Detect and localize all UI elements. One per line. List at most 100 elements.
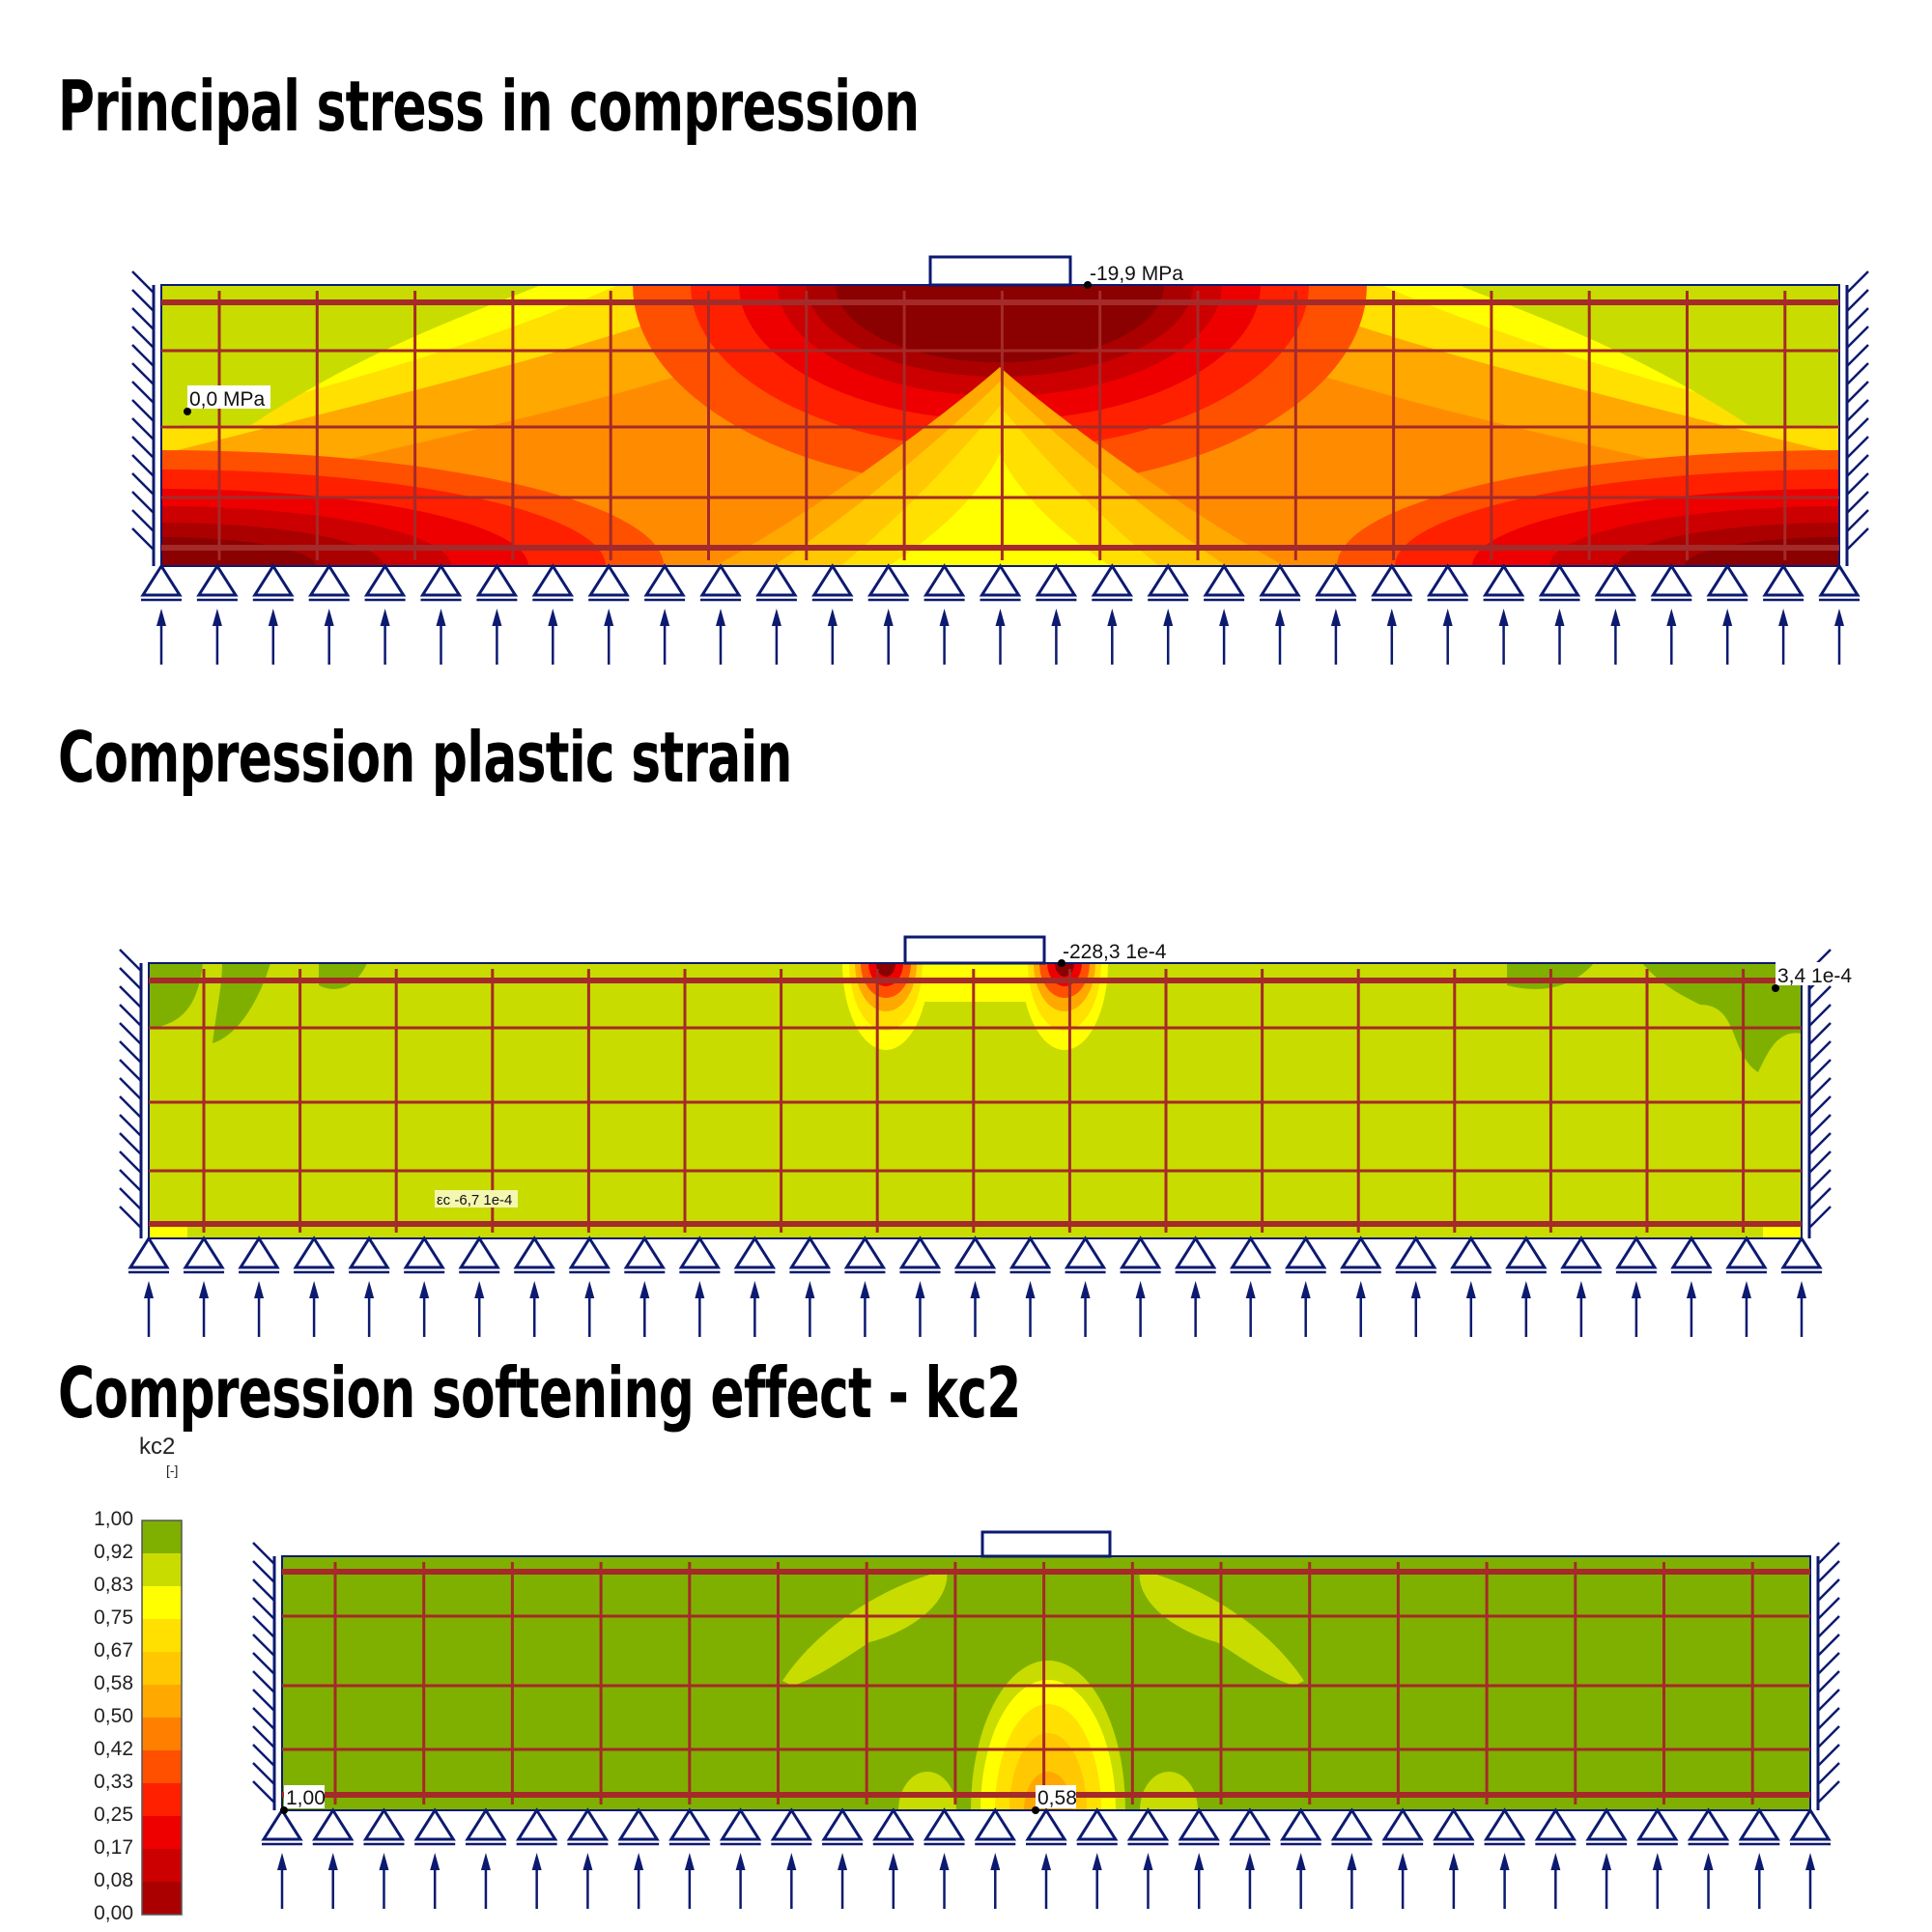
- support-triangle-icon: [1009, 1236, 1052, 1269]
- wall-hatch: [1817, 1780, 1840, 1804]
- wall-hatch: [1817, 1597, 1840, 1620]
- reaction-arrow-icon: [1355, 1281, 1366, 1298]
- wall-hatch: [131, 491, 155, 514]
- support-triangle-icon: [643, 563, 686, 597]
- legend-swatch: [142, 1685, 182, 1719]
- wall-hatch: [252, 1689, 275, 1712]
- min-strain-label: 3,4 1e-4: [1777, 965, 1852, 987]
- reaction-arrow-icon: [327, 1853, 338, 1870]
- wall-hatch: [252, 1744, 275, 1767]
- support-triangle-icon: [923, 1807, 966, 1841]
- legend-swatch: [142, 1520, 182, 1554]
- wall-hatch: [119, 1206, 142, 1229]
- legend-tick-label: 0,08: [94, 1869, 133, 1891]
- reaction-arrow-icon: [548, 609, 558, 626]
- support-triangle-icon: [1706, 563, 1748, 597]
- wall-hatch: [1817, 1689, 1840, 1712]
- wall-hatch: [1808, 1095, 1832, 1119]
- support-triangle-icon: [1076, 1807, 1119, 1841]
- reaction-arrow-icon: [309, 1281, 320, 1298]
- legend-tick-label: 0,75: [94, 1606, 133, 1629]
- support-triangle-icon: [1738, 1807, 1780, 1841]
- reaction-arrow-icon: [888, 1853, 898, 1870]
- support-triangle-icon: [1762, 563, 1804, 597]
- wall-hatch: [1846, 307, 1869, 330]
- reaction-arrow-icon: [584, 1281, 595, 1298]
- support-triangle-icon: [668, 1807, 711, 1841]
- reaction-arrow-icon: [156, 609, 166, 626]
- legend-tick-label: 0,25: [94, 1804, 133, 1826]
- wall-hatch: [1808, 1132, 1832, 1155]
- wall-hatch: [1817, 1707, 1840, 1730]
- support-triangle-icon: [843, 1236, 887, 1269]
- support-triangle-icon: [1330, 1807, 1374, 1841]
- wall-hatch: [119, 949, 142, 972]
- support-triangle-icon: [1371, 563, 1413, 597]
- reaction-arrow-icon: [990, 1853, 1001, 1870]
- wall-hatch: [131, 399, 155, 422]
- wall-hatch: [1846, 527, 1869, 551]
- max-kc2-label: 1,00: [286, 1787, 326, 1809]
- wall-hatch: [252, 1597, 275, 1620]
- wall-hatch: [252, 1707, 275, 1730]
- support-triangle-icon: [531, 563, 575, 597]
- wall-hatch: [252, 1670, 275, 1693]
- wall-hatch: [131, 509, 155, 532]
- wall-hatch: [131, 326, 155, 349]
- support-triangle-icon: [1119, 1236, 1162, 1269]
- min-point-marker: [1772, 984, 1779, 992]
- support-triangle-icon: [1483, 1807, 1526, 1841]
- wall-hatch: [1846, 270, 1869, 294]
- reaction-arrow-icon: [254, 1281, 265, 1298]
- wall-hatch: [1846, 381, 1869, 404]
- support-triangle-icon: [1091, 563, 1134, 597]
- max-stress-label: -19,9 MPa: [1090, 263, 1183, 285]
- support-triangle-icon: [1381, 1807, 1424, 1841]
- title-plastic-strain: Compression plastic strain: [58, 717, 792, 798]
- wall-hatch: [119, 1187, 142, 1210]
- reaction-arrow-icon: [1686, 1281, 1696, 1298]
- min-stress-label: 0,0 MPa: [189, 388, 266, 411]
- wall-hatch: [119, 1077, 142, 1100]
- legend-tick-label: 0,83: [94, 1574, 133, 1596]
- support-triangle-icon: [1615, 1236, 1658, 1269]
- reaction-arrow-icon: [419, 1281, 430, 1298]
- wall-hatch: [1846, 491, 1869, 514]
- legend-swatch: [142, 1750, 182, 1784]
- support-triangle-icon: [719, 1807, 762, 1841]
- support-triangle-icon: [238, 1236, 280, 1269]
- support-triangle-icon: [515, 1807, 558, 1841]
- max-strain-label: -228,3 1e-4: [1063, 941, 1167, 963]
- support-triangle-icon: [788, 1236, 832, 1269]
- reaction-arrow-icon: [1631, 1281, 1641, 1298]
- reaction-arrow-icon: [1092, 1853, 1102, 1870]
- reaction-arrow-icon: [1465, 1281, 1476, 1298]
- reaction-arrow-icon: [1051, 609, 1062, 626]
- reaction-arrow-icon: [786, 1853, 797, 1870]
- support-triangle-icon: [617, 1807, 660, 1841]
- support-triangle-icon: [1687, 1807, 1730, 1841]
- reaction-arrow-icon: [1219, 609, 1230, 626]
- support-triangle-icon: [979, 563, 1022, 597]
- reaction-arrow-icon: [1576, 1281, 1586, 1298]
- reaction-arrow-icon: [1080, 1281, 1091, 1298]
- support-triangle-icon: [1780, 1236, 1823, 1269]
- wall-hatch: [252, 1615, 275, 1638]
- reaction-arrow-icon: [1778, 609, 1789, 626]
- support-triangle-icon: [1229, 1236, 1272, 1269]
- reaction-arrow-icon: [1499, 1853, 1510, 1870]
- rebars-and-supports: [119, 270, 1869, 1909]
- support-triangle-icon: [1725, 1236, 1768, 1269]
- wall-hatch: [1808, 1040, 1832, 1064]
- wall-hatch: [1817, 1560, 1840, 1583]
- reaction-arrow-icon: [771, 609, 781, 626]
- legend-swatch: [142, 1586, 182, 1620]
- wall-hatch: [1808, 985, 1832, 1009]
- reaction-arrow-icon: [582, 1853, 593, 1870]
- min-point-marker: [1032, 1806, 1039, 1814]
- wall-hatch: [252, 1780, 275, 1804]
- wall-hatch: [1846, 454, 1869, 477]
- wall-hatch: [1808, 1206, 1832, 1229]
- support-triangle-icon: [568, 1236, 611, 1269]
- reaction-arrow-icon: [1163, 609, 1174, 626]
